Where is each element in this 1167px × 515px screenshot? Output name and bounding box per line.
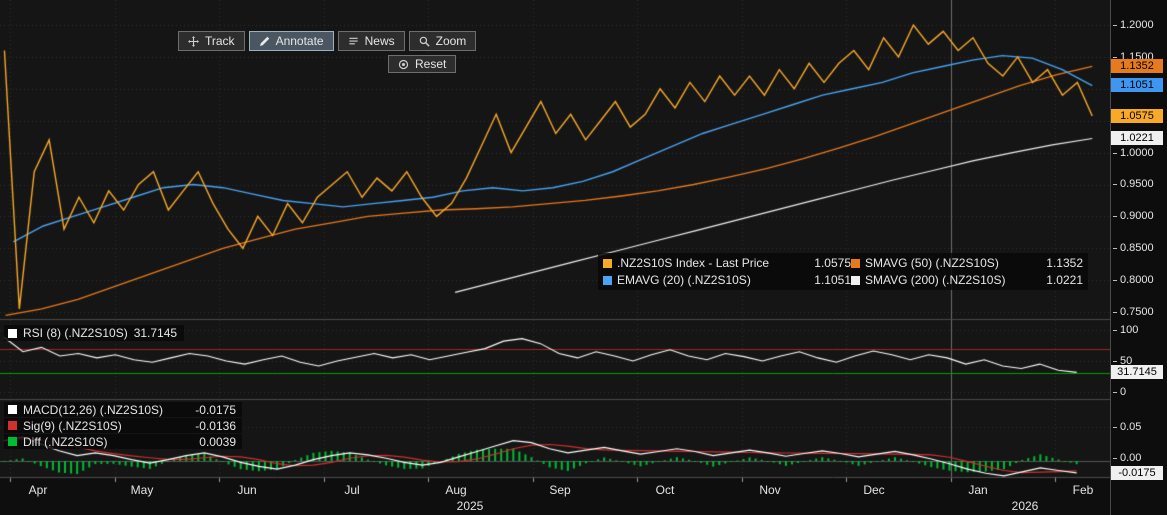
x-axis-month-label: May xyxy=(130,483,154,497)
y-axis-label: 0.8500 xyxy=(1113,242,1154,254)
tick-mark-icon xyxy=(1113,247,1117,249)
legend-value: 1.1051 xyxy=(814,273,851,287)
rsi-legend-label: RSI (8) (.NZ2S10S) xyxy=(23,326,128,340)
last-price-badge: 1.0575 xyxy=(1111,109,1163,123)
rsi-axis-label: 50 xyxy=(1113,355,1132,367)
emavg20-swatch-icon xyxy=(603,275,612,285)
tick-mark-icon xyxy=(1113,215,1117,217)
tick-mark-icon xyxy=(1113,183,1117,185)
x-axis-month-label: Aug xyxy=(445,483,467,497)
reset-button-label: Reset xyxy=(415,57,447,71)
legend-label: SMAVG (200) (.NZ2S10S) xyxy=(865,273,1006,287)
x-axis-month-label: Jul xyxy=(344,483,360,497)
legend-value: 1.1352 xyxy=(1046,256,1083,270)
y-axis-label: 0.9000 xyxy=(1113,210,1154,222)
x-axis-year-label: 2026 xyxy=(1011,499,1039,513)
track-icon xyxy=(188,35,199,47)
reset-icon xyxy=(398,59,409,70)
tick-mark-icon xyxy=(1113,360,1117,362)
track-button-label: Track xyxy=(205,34,235,48)
zoom-icon xyxy=(419,36,430,47)
legend-label: SMAVG (50) (.NZ2S10S) xyxy=(865,256,999,270)
x-axis-month-label: Jun xyxy=(237,483,257,497)
legend-item-macd[interactable]: MACD(12,26) (.NZ2S10S) -0.0175 xyxy=(4,402,242,417)
x-axis-month-label: Sep xyxy=(549,483,571,497)
sig-swatch-icon xyxy=(8,421,17,430)
legend-value: 1.0221 xyxy=(1046,273,1083,287)
tick-mark-icon xyxy=(1113,426,1117,428)
y-axis-label: 0.8000 xyxy=(1113,274,1154,286)
smavg50-swatch-icon xyxy=(851,258,860,268)
legend-label: Sig(9) (.NZ2S10S) xyxy=(23,418,122,433)
news-button[interactable]: News xyxy=(337,31,405,51)
tick-mark-icon xyxy=(1113,56,1117,58)
x-axis-month-label: Nov xyxy=(759,483,781,497)
tick-mark-icon xyxy=(1113,329,1117,331)
macd-legend: MACD(12,26) (.NZ2S10S) -0.0175 Sig(9) (.… xyxy=(4,402,242,449)
rsi-axis-label: 100 xyxy=(1113,324,1138,336)
legend-value: -0.0175 xyxy=(195,402,236,417)
legend-item-smavg50[interactable]: SMAVG (50) (.NZ2S10S) 1.1352 xyxy=(851,256,1083,270)
news-icon xyxy=(348,36,359,47)
rsi-legend[interactable]: RSI (8) (.NZ2S10S) 31.7145 xyxy=(4,325,185,341)
zoom-button[interactable]: Zoom xyxy=(408,31,477,51)
zoom-button-label: Zoom xyxy=(435,34,467,48)
tick-mark-icon xyxy=(1113,152,1117,154)
tick-mark-icon xyxy=(1113,457,1117,459)
legend-label: MACD(12,26) (.NZ2S10S) xyxy=(23,402,164,417)
tick-mark-icon xyxy=(1113,279,1117,281)
legend-item-last-price[interactable]: .NZ2S10S Index - Last Price 1.0575 xyxy=(603,256,851,270)
legend-item-diff[interactable]: Diff (.NZ2S10S) 0.0039 xyxy=(4,434,242,449)
legend-item-sig[interactable]: Sig(9) (.NZ2S10S) -0.0136 xyxy=(4,418,242,433)
smavg200-price-badge: 1.0221 xyxy=(1111,131,1163,145)
main-legend: .NZ2S10S Index - Last Price 1.0575 SMAVG… xyxy=(598,253,1088,290)
tick-mark-icon xyxy=(1113,391,1117,393)
macd-swatch-icon xyxy=(8,405,17,414)
y-axis-label: 1.0000 xyxy=(1113,147,1154,159)
x-axis-year-label: 2025 xyxy=(456,499,484,513)
rsi-axis-label: 0 xyxy=(1113,386,1126,398)
legend-value: 1.0575 xyxy=(814,256,851,270)
news-button-label: News xyxy=(364,34,395,48)
emavg20-price-badge: 1.1051 xyxy=(1111,78,1163,92)
y-axis-label: 0.7500 xyxy=(1113,306,1154,318)
last-price-swatch-icon xyxy=(603,258,612,268)
rsi-value-badge: 31.7145 xyxy=(1111,365,1163,379)
legend-item-smavg200[interactable]: SMAVG (200) (.NZ2S10S) 1.0221 xyxy=(851,273,1083,287)
reset-button[interactable]: Reset xyxy=(388,55,457,73)
tick-mark-icon xyxy=(1113,311,1117,313)
y-axis-label: 0.9500 xyxy=(1113,178,1154,190)
diff-swatch-icon xyxy=(8,437,17,446)
annotate-button[interactable]: Annotate xyxy=(248,31,334,51)
legend-label: EMAVG (20) (.NZ2S10S) xyxy=(617,273,751,287)
smavg50-price-badge: 1.1352 xyxy=(1111,59,1163,73)
chart-toolbar: Track Annotate News Zoom xyxy=(178,31,477,51)
macd-axis-label: 0.05 xyxy=(1113,421,1141,433)
rsi-swatch-icon xyxy=(8,328,17,338)
legend-value: 0.0039 xyxy=(199,434,236,449)
tick-mark-icon xyxy=(1113,24,1117,26)
x-axis-month-label: Feb xyxy=(1072,483,1094,497)
rsi-legend-value: 31.7145 xyxy=(133,326,178,340)
annotate-button-label: Annotate xyxy=(275,34,324,48)
x-axis-month-label: Dec xyxy=(863,483,885,497)
y-axis-label: 1.2000 xyxy=(1113,19,1154,31)
legend-value: -0.0136 xyxy=(195,418,236,433)
macd-value-badge: -0.0175 xyxy=(1111,466,1163,480)
smavg200-swatch-icon xyxy=(851,275,860,285)
macd-axis-label: 0.00 xyxy=(1113,452,1141,464)
legend-label: .NZ2S10S Index - Last Price xyxy=(617,256,770,270)
legend-label: Diff (.NZ2S10S) xyxy=(23,434,108,449)
x-axis-month-label: Apr xyxy=(28,483,48,497)
legend-item-emavg20[interactable]: EMAVG (20) (.NZ2S10S) 1.1051 xyxy=(603,273,851,287)
x-axis-month-label: Oct xyxy=(655,483,675,497)
x-axis-month-label: Jan xyxy=(968,483,988,497)
annotate-icon xyxy=(259,36,270,47)
track-button[interactable]: Track xyxy=(178,31,245,51)
